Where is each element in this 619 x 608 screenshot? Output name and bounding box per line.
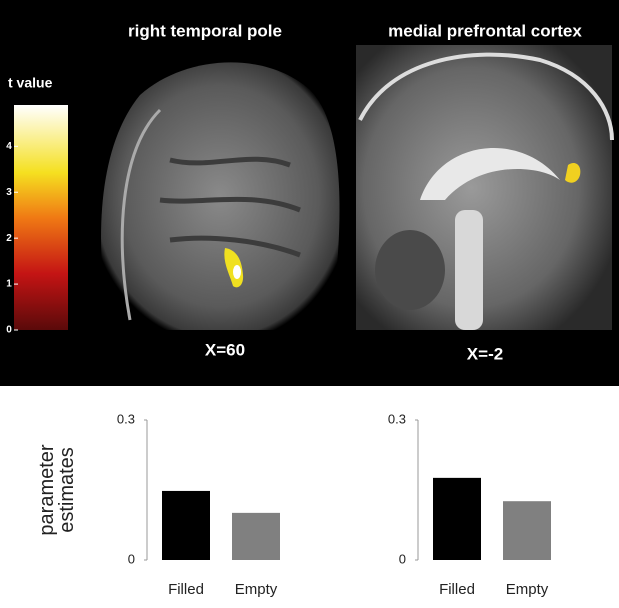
y-tick-label: 0 (399, 551, 406, 566)
panel-title: medial prefrontal cortex (388, 21, 582, 40)
colorbar-tick-label: 2 (6, 233, 12, 244)
x-tick-label: Empty (235, 581, 278, 598)
colorbar-tick-label: 3 (6, 187, 12, 198)
x-tick-label: Filled (168, 581, 204, 598)
figure: right temporal pole medial prefrontal co… (0, 0, 619, 608)
y-tick-label: 0 (128, 551, 135, 566)
x-tick-label: Empty (506, 581, 549, 598)
colorbar-tick-label: 1 (6, 279, 12, 290)
colorbar-tick-label: 0 (6, 325, 12, 336)
y-axis-label: parameter estimates (37, 425, 77, 555)
colorbar (14, 105, 68, 330)
x-tick-label: Filled (439, 581, 475, 598)
y-tick-label: 0.3 (117, 411, 135, 426)
bar (232, 513, 280, 560)
colorbar-label: t value (8, 75, 53, 91)
y-tick-label: 0.3 (388, 411, 406, 426)
colorbar-tick-label: 4 (6, 141, 12, 152)
slice-label: X=-2 (467, 344, 503, 363)
bar (162, 491, 210, 560)
bar (503, 501, 551, 560)
bar (433, 478, 481, 560)
brain-right (356, 45, 612, 330)
panel-title: right temporal pole (128, 21, 282, 40)
slice-label: X=60 (205, 340, 245, 359)
chart: right temporal pole medial prefrontal co… (0, 0, 619, 608)
brain-left (101, 62, 339, 330)
